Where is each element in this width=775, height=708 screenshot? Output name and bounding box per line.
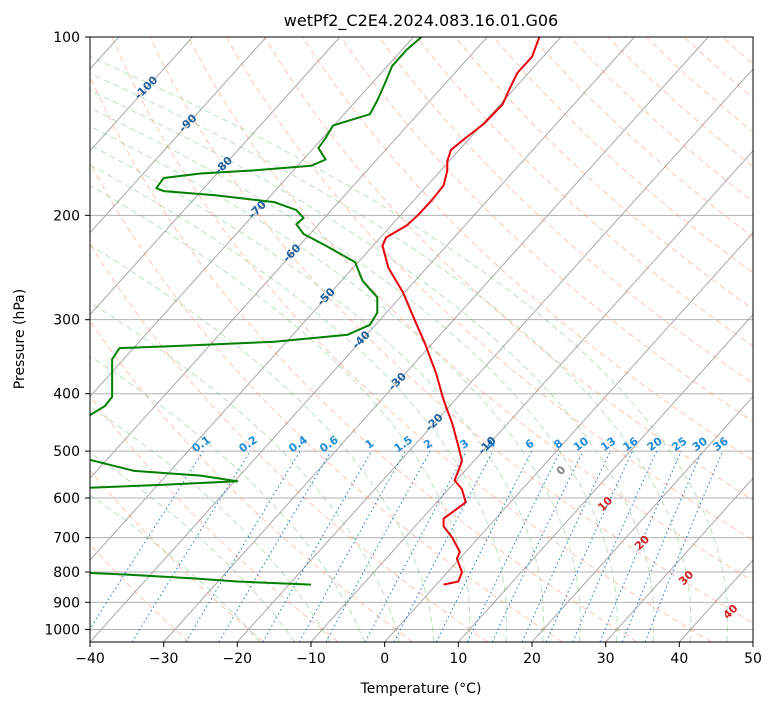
moist-adiabat-line xyxy=(90,184,471,642)
mixing-ratio-line xyxy=(325,450,431,642)
dry-adiabat-line xyxy=(90,320,414,642)
isotherm-line xyxy=(310,150,753,642)
y-tick-label: 1000 xyxy=(44,622,80,638)
isotherm-line xyxy=(384,231,753,642)
dry-adiabat-line xyxy=(454,37,753,310)
x-tick-label: 10 xyxy=(449,651,467,667)
isotherm-line xyxy=(531,395,753,642)
moist-adiabat-line xyxy=(90,125,581,642)
moist-adiabat-line xyxy=(90,355,365,642)
moist-adiabat-line xyxy=(90,164,508,642)
y-tick-label: 500 xyxy=(53,444,80,460)
y-tick-label: 200 xyxy=(53,208,80,224)
x-tick-label: −40 xyxy=(75,651,105,667)
y-tick-label: 900 xyxy=(53,595,80,611)
x-tick-label: −10 xyxy=(296,651,326,667)
mixing-ratio-line xyxy=(218,450,332,642)
background-lines xyxy=(90,37,753,642)
moist-adiabat-line xyxy=(90,301,400,642)
x-axis-label: Temperature (°C) xyxy=(360,681,482,697)
x-tick-label: 20 xyxy=(523,651,541,667)
y-axis-label: Pressure (hPa) xyxy=(12,289,28,389)
moist-adiabat-line xyxy=(90,89,655,642)
mixing-ratio-line xyxy=(467,450,561,642)
y-tick-label: 600 xyxy=(53,491,80,507)
isotherm-line xyxy=(236,68,753,642)
x-tick-label: 0 xyxy=(380,651,389,667)
chart-title: wetPf2_C2E4.2024.083.16.01.G06 xyxy=(284,11,558,31)
dry-adiabat-line xyxy=(111,37,712,642)
mixing-ratio-line xyxy=(521,450,611,642)
profile-lines xyxy=(90,37,541,586)
isotherm-line xyxy=(90,37,635,642)
y-tick-label: 700 xyxy=(53,531,80,547)
x-tick-label: 50 xyxy=(744,651,762,667)
dewpoint-profile-line xyxy=(90,37,423,586)
x-tick-label: 30 xyxy=(597,651,615,667)
isotherm-line xyxy=(90,37,193,152)
mixing-ratio-line xyxy=(131,450,251,642)
isotherm-line xyxy=(457,313,753,642)
moist-adiabat-line xyxy=(90,405,330,642)
moist-adiabat-line xyxy=(90,144,544,642)
mixing-ratio-line xyxy=(364,450,467,642)
isotherm-line xyxy=(90,37,341,316)
axis-ticks: −40 −30 −20 −10 0 10 20 30 40 50 100 200 300 400 500 60… xyxy=(44,30,762,667)
mixing-ratio-line xyxy=(185,450,301,642)
y-tick-label: 100 xyxy=(53,30,80,46)
dry-adiabat-line xyxy=(90,395,339,642)
dry-adiabat-line xyxy=(90,242,488,642)
isotherm-line xyxy=(605,477,753,642)
mixing-ratio-line xyxy=(90,450,204,630)
y-tick-label: 800 xyxy=(53,565,80,581)
dry-adiabat-line xyxy=(149,37,753,624)
mixing-ratio-line xyxy=(491,450,584,642)
dry-adiabat-line xyxy=(90,543,190,642)
x-tick-label: 40 xyxy=(670,651,688,667)
x-tick-label: −30 xyxy=(149,651,179,667)
moist-adiabat-line xyxy=(90,452,296,642)
plot-frame xyxy=(89,36,754,643)
moist-adiabat-line xyxy=(90,244,435,642)
moist-adiabat-line xyxy=(90,56,729,642)
moist-adiabat-line xyxy=(90,107,618,642)
isotherm-line xyxy=(90,37,488,480)
dry-adiabat-line xyxy=(416,37,753,347)
y-tick-label: 400 xyxy=(53,387,80,403)
isotherm-line xyxy=(90,37,414,398)
isotherm-line xyxy=(90,37,267,234)
dry-adiabat-line xyxy=(90,161,563,642)
isotherm-line xyxy=(163,37,709,642)
moist-adiabat-line xyxy=(90,72,692,642)
x-tick-label: −20 xyxy=(223,651,253,667)
temperature-profile-line xyxy=(381,37,541,586)
y-tick-label: 300 xyxy=(53,313,80,329)
